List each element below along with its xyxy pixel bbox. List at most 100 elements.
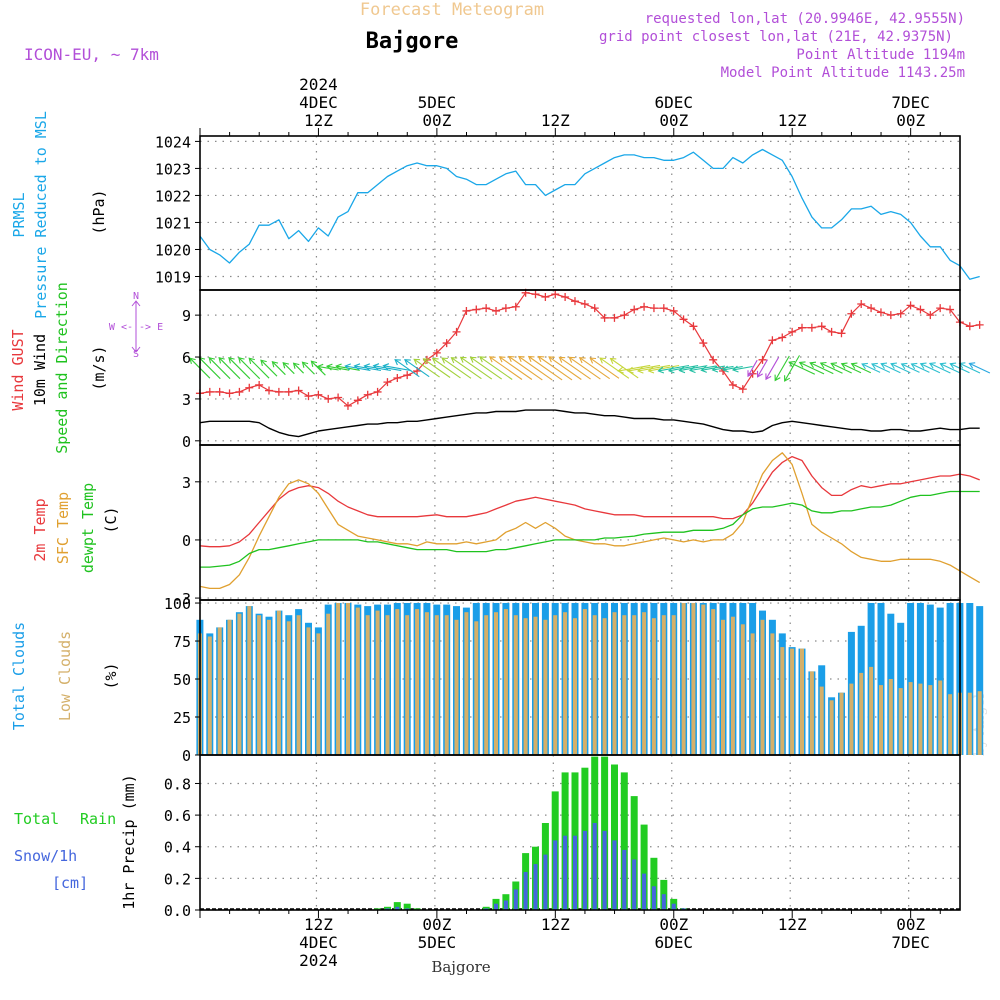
gust-marker bbox=[728, 380, 737, 389]
gust-marker bbox=[462, 306, 471, 315]
wind-arrow-head bbox=[617, 366, 624, 374]
low-cloud-bar bbox=[573, 618, 577, 755]
gust-marker bbox=[245, 383, 254, 392]
low-cloud-bar bbox=[306, 627, 311, 755]
wind-line bbox=[199, 409, 980, 438]
wind-arrow bbox=[765, 356, 780, 380]
model-label: ICON-EU, ~ 7km bbox=[24, 45, 159, 64]
wind-arrow-head bbox=[189, 357, 196, 365]
wind-arrow bbox=[218, 357, 241, 380]
snow-bar bbox=[573, 835, 577, 910]
wind-arrow bbox=[701, 365, 726, 371]
low-cloud-bar bbox=[967, 692, 972, 755]
low-cloud-bar bbox=[760, 619, 765, 755]
wind-arrow bbox=[757, 359, 768, 378]
low-cloud-bar bbox=[888, 679, 893, 755]
gust-marker bbox=[679, 315, 688, 324]
panel-frame bbox=[199, 135, 961, 291]
wind-arrow-head bbox=[647, 366, 655, 374]
y-tick-label: 0.4 bbox=[164, 839, 191, 857]
wind-arrow-head bbox=[756, 370, 763, 378]
wind-arrow-head bbox=[568, 356, 576, 363]
wind-dir-label: Speed and Direction bbox=[53, 282, 71, 454]
snow-bar bbox=[553, 840, 558, 910]
rain-bar bbox=[393, 902, 401, 910]
y-tick-label: 3 bbox=[182, 474, 191, 492]
wind-arrow bbox=[579, 357, 611, 380]
rain-bar bbox=[611, 764, 618, 910]
wind-arrow-head bbox=[271, 360, 279, 368]
dewpt-line bbox=[199, 490, 980, 568]
gust-marker bbox=[837, 329, 846, 338]
wind-arrow-head bbox=[527, 355, 535, 363]
low-cloud-bar bbox=[267, 619, 271, 755]
wind-arrow bbox=[432, 358, 461, 379]
point-altitude: Point Altitude 1194m bbox=[796, 47, 965, 63]
gust-marker bbox=[274, 387, 283, 396]
snow-bar bbox=[612, 840, 617, 910]
x-label-bottom: 12Z bbox=[778, 915, 807, 934]
low-cloud-bar bbox=[424, 612, 429, 755]
pressure-label-2: Pressure Reduced to MSL bbox=[32, 111, 50, 319]
y-tick-label: 1024 bbox=[155, 133, 191, 151]
low-cloud-bar bbox=[711, 609, 716, 755]
temp-2m-label: 2m Temp bbox=[31, 498, 49, 561]
wind-arrow-head bbox=[910, 362, 918, 370]
wind-arrow bbox=[929, 362, 951, 374]
wind-arrow-head bbox=[819, 361, 827, 369]
wind-arrow bbox=[559, 356, 591, 380]
low-cloud-bar bbox=[326, 613, 331, 755]
low-cloud-bar bbox=[651, 618, 656, 755]
wind-arrow-head bbox=[382, 363, 390, 371]
snow-bar bbox=[651, 886, 656, 910]
wind-arrow bbox=[423, 358, 451, 378]
snow-bar bbox=[622, 849, 627, 910]
gust-marker bbox=[876, 308, 885, 317]
low-cloud-bar bbox=[849, 683, 854, 755]
wind-arrow-head bbox=[469, 356, 477, 363]
x-label-top: 12Z bbox=[304, 111, 333, 130]
panel-frame bbox=[199, 444, 961, 601]
gust-marker bbox=[383, 378, 392, 387]
low-cloud-bar bbox=[938, 680, 943, 755]
wind-arrow bbox=[248, 357, 270, 379]
wind-arrow bbox=[589, 357, 620, 379]
wind-arrow-head bbox=[968, 362, 976, 369]
wind-arrow bbox=[238, 357, 261, 380]
gust-marker bbox=[353, 396, 362, 405]
low-cloud-bar bbox=[898, 688, 903, 755]
gust-marker bbox=[689, 322, 698, 331]
low-cloud-bar bbox=[336, 603, 341, 755]
wind-arrow-head bbox=[722, 365, 729, 373]
wind-arrow bbox=[618, 364, 651, 372]
wind-arrow-head bbox=[479, 356, 486, 363]
wind-arrow-head bbox=[711, 365, 719, 373]
wind-arrow bbox=[712, 365, 734, 371]
wind-arrow-head bbox=[228, 356, 235, 364]
wind-arrow-head bbox=[310, 360, 318, 368]
x-label-bottom: 00Z bbox=[896, 915, 925, 934]
gust-marker bbox=[334, 393, 343, 402]
wind-arrow bbox=[599, 357, 630, 379]
x-label-top: 2024 bbox=[299, 75, 338, 94]
wind-arrow-head bbox=[599, 357, 606, 364]
wind-arrow bbox=[830, 362, 852, 374]
wind-arrow-head bbox=[890, 362, 897, 369]
low-cloud-bar bbox=[227, 619, 232, 755]
snow-bar bbox=[642, 873, 647, 910]
low-cloud-bar bbox=[415, 609, 420, 755]
wind-arrow-head bbox=[636, 366, 644, 374]
wind-arrow bbox=[637, 364, 670, 372]
gust-marker bbox=[798, 323, 806, 332]
rain-bar bbox=[403, 903, 411, 910]
gust-marker bbox=[482, 304, 491, 313]
wind-arrow-head bbox=[919, 362, 927, 369]
wind-arrow bbox=[861, 363, 881, 373]
requested-coords: requested lon,lat (20.9946E, 42.9555N) bbox=[645, 11, 965, 27]
low-cloud-bar bbox=[770, 633, 775, 755]
wind-arrow-head bbox=[850, 362, 858, 369]
wind-arrow bbox=[302, 361, 315, 375]
gust-marker bbox=[235, 387, 244, 396]
wind-arrow-head bbox=[678, 366, 686, 374]
low-cloud-bar bbox=[395, 609, 400, 755]
